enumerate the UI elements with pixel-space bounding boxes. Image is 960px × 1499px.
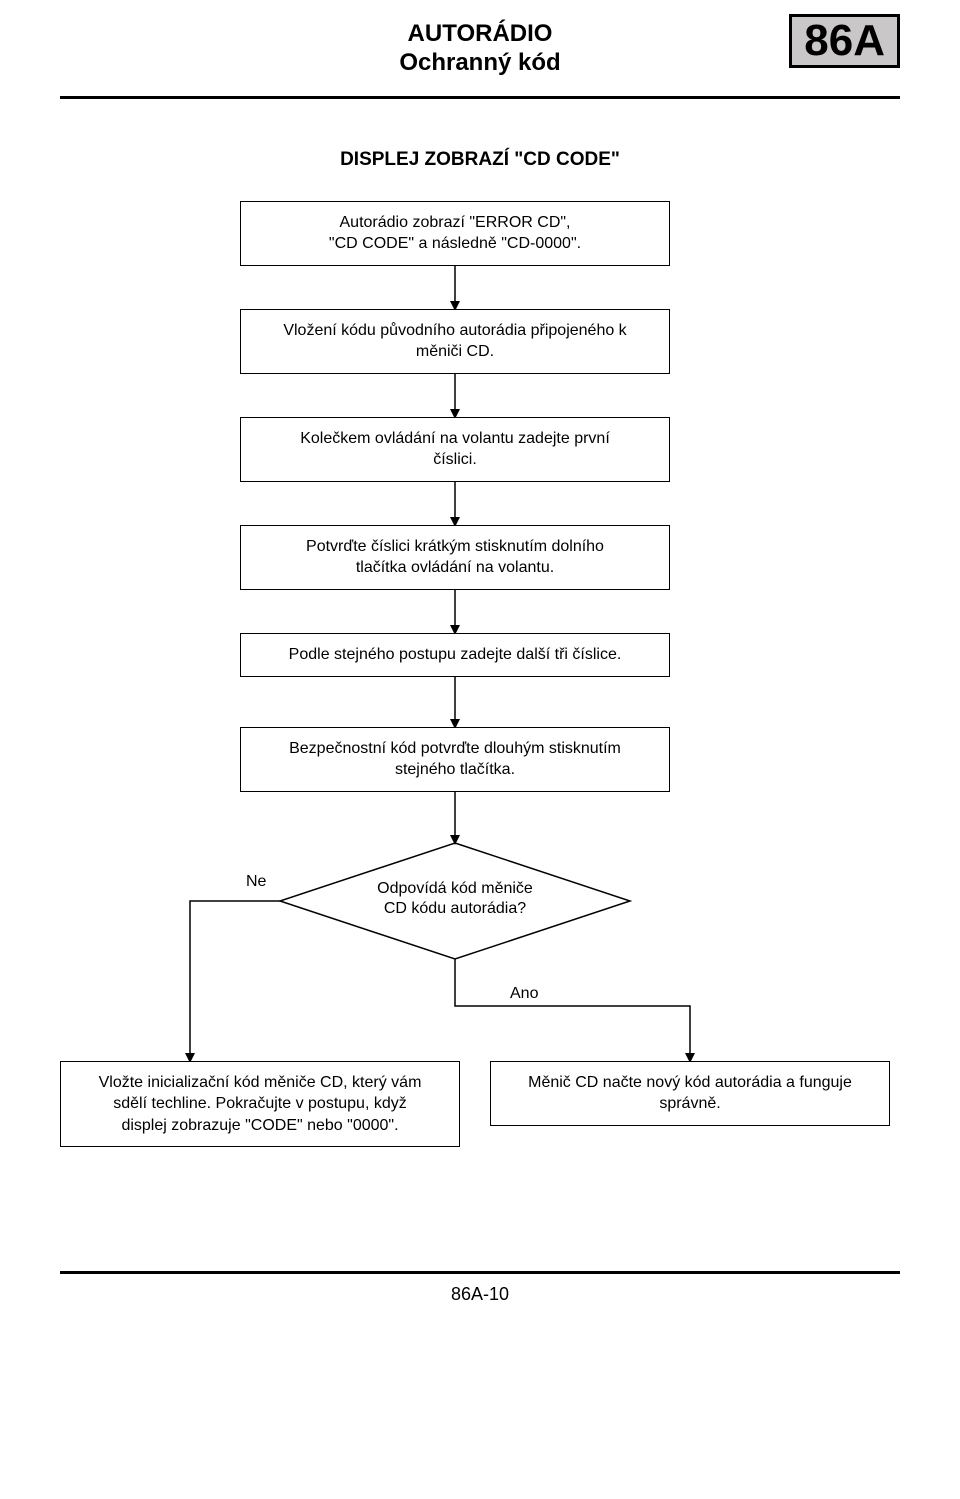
flow-edge-label: Ne [246, 873, 266, 891]
flow-node-n3: Kolečkem ovládání na volantu zadejte prv… [240, 417, 670, 482]
footer-rule [60, 1271, 900, 1274]
flow-diamond-text-d1: Odpovídá kód měničeCD kódu autorádia? [345, 879, 565, 921]
flow-node-n5: Podle stejného postupu zadejte další tři… [240, 633, 670, 677]
section-code-box: 86A [789, 14, 900, 68]
flow-edge [190, 901, 280, 1061]
page-header: AUTORÁDIO Ochranný kód 86A [60, 20, 900, 78]
flow-edge [455, 959, 690, 1061]
flow-node-n2: Vložení kódu původního autorádia připoje… [240, 309, 670, 374]
flow-node-n8: Měnič CD načte nový kód autorádia a fung… [490, 1061, 890, 1126]
flow-node-n7: Vložte inicializační kód měniče CD, kter… [60, 1061, 460, 1148]
page-number: 86A-10 [60, 1284, 900, 1305]
flow-edge-label: Ano [510, 985, 538, 1003]
flowchart: Autorádio zobrazí "ERROR CD","CD CODE" a… [60, 201, 900, 1201]
flow-node-n1: Autorádio zobrazí "ERROR CD","CD CODE" a… [240, 201, 670, 266]
header-rule [60, 96, 900, 99]
header-titles: AUTORÁDIO Ochranný kód [399, 20, 560, 78]
section-title: DISPLEJ ZOBRAZÍ "CD CODE" [60, 149, 900, 171]
flow-node-n4: Potvrďte číslici krátkým stisknutím doln… [240, 525, 670, 590]
title-line-2: Ochranný kód [399, 49, 560, 78]
flow-node-n6: Bezpečnostní kód potvrďte dlouhým stiskn… [240, 727, 670, 792]
title-line-1: AUTORÁDIO [399, 20, 560, 49]
